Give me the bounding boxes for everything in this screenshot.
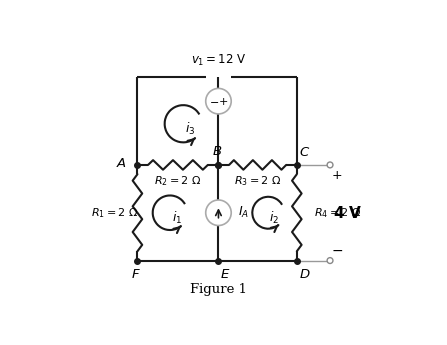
Text: $i_3$: $i_3$ (185, 121, 195, 137)
Text: $-$: $-$ (331, 243, 343, 257)
Text: $B$: $B$ (212, 145, 222, 158)
Text: $+$: $+$ (331, 169, 342, 182)
Text: $+$: $+$ (218, 96, 228, 107)
Text: $i_1$: $i_1$ (172, 210, 182, 226)
Circle shape (206, 88, 231, 114)
Circle shape (327, 258, 333, 264)
Text: $R_2 = 2\ \Omega$: $R_2 = 2\ \Omega$ (154, 174, 202, 188)
Text: $F$: $F$ (131, 268, 141, 281)
Text: $E$: $E$ (220, 268, 230, 281)
Text: $\mathbf{4}\ \mathbf{V}$: $\mathbf{4}\ \mathbf{V}$ (333, 205, 362, 221)
Text: $I_A$: $I_A$ (238, 205, 249, 220)
Text: Figure 1: Figure 1 (190, 284, 247, 296)
Text: $R_1 = 2\ \Omega$: $R_1 = 2\ \Omega$ (91, 206, 139, 220)
Text: $R_3 = 2\ \Omega$: $R_3 = 2\ \Omega$ (234, 174, 281, 188)
Text: $v_1 = 12\ \mathrm{V}$: $v_1 = 12\ \mathrm{V}$ (190, 53, 246, 68)
Text: $-$: $-$ (209, 96, 219, 106)
Text: $C$: $C$ (299, 146, 310, 159)
Circle shape (206, 200, 231, 226)
Text: $i_2$: $i_2$ (269, 210, 278, 226)
Text: $D$: $D$ (299, 268, 311, 281)
Text: $R_4 = 2\ \Omega$: $R_4 = 2\ \Omega$ (314, 206, 362, 220)
Text: $A$: $A$ (116, 157, 127, 170)
Circle shape (327, 162, 333, 168)
